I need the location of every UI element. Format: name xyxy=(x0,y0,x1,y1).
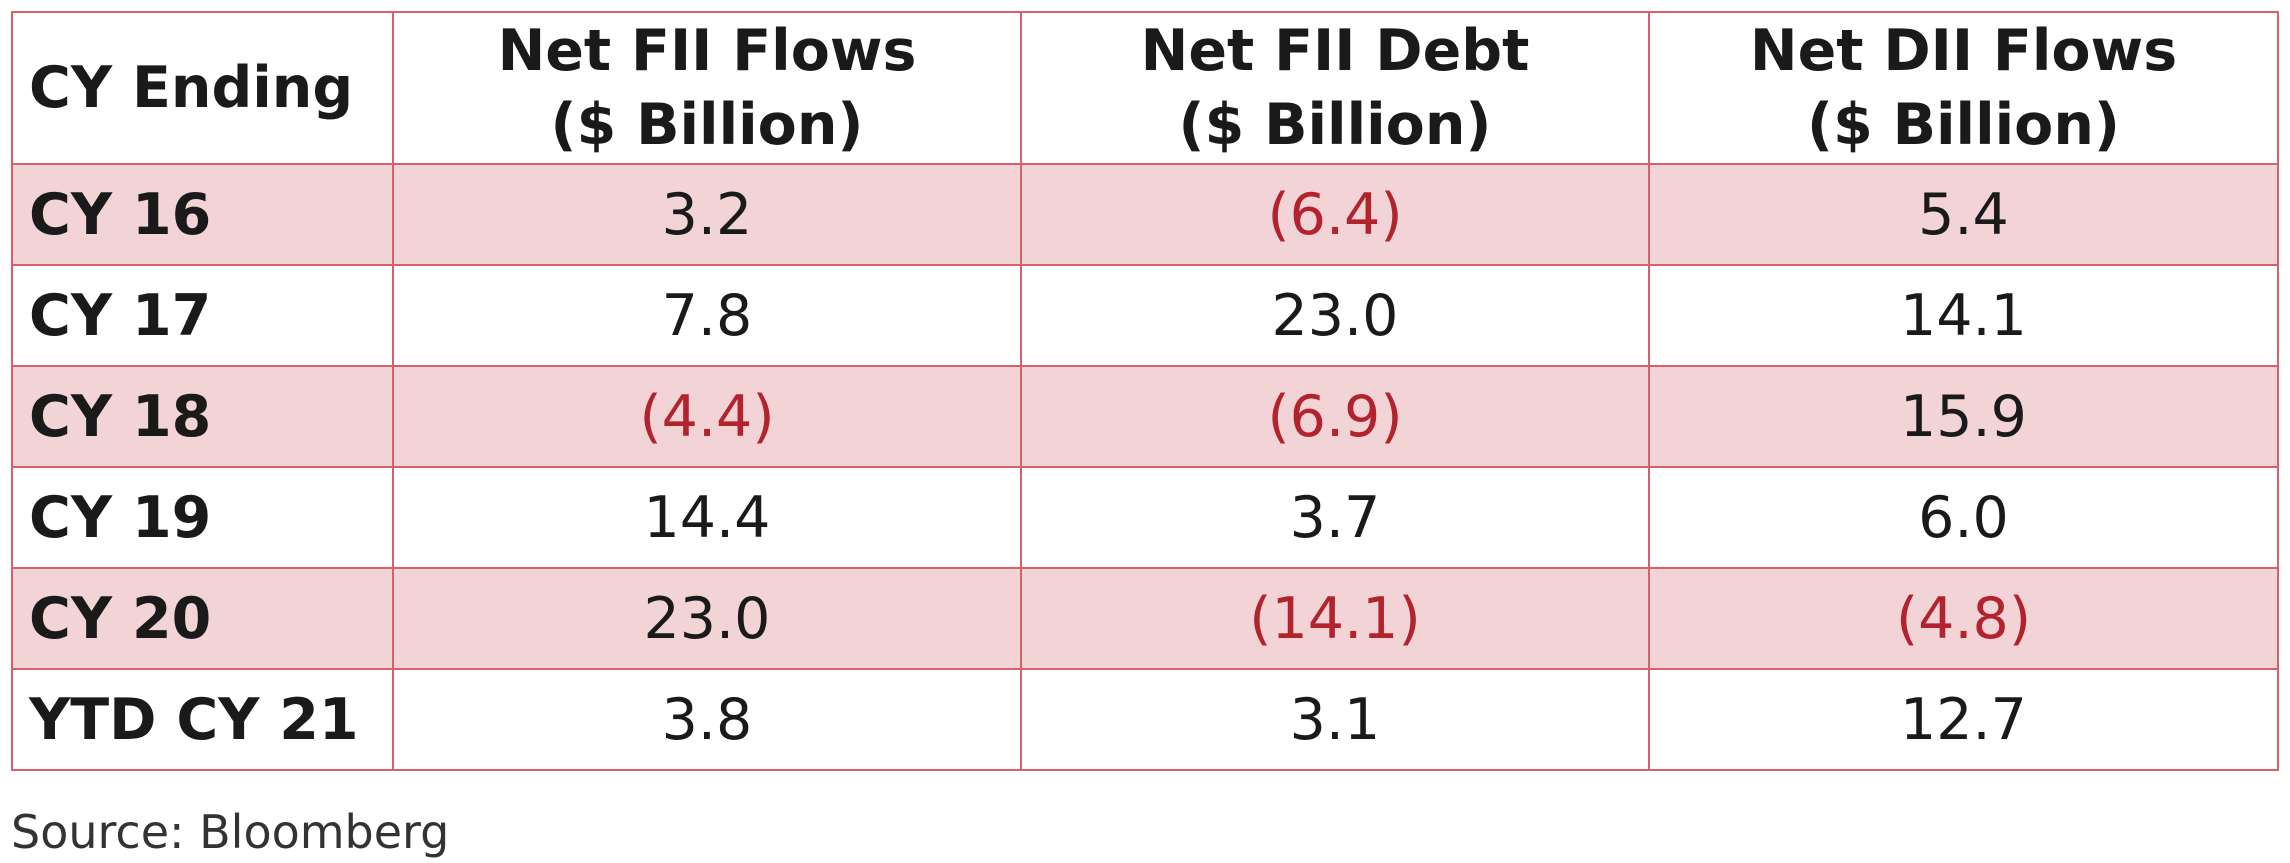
row-label: CY 17 xyxy=(11,264,394,367)
cell-net-fii-flows: 3.2 xyxy=(392,163,1022,266)
row-label: YTD CY 21 xyxy=(11,668,394,771)
header-label: Net FII Flows xyxy=(497,18,917,84)
header-label: Net FII Debt xyxy=(1140,18,1530,84)
header-net-dii-flows: Net DII Flows ($ Billion) xyxy=(1648,11,2279,165)
header-label: CY Ending xyxy=(29,55,354,121)
row-label: CY 19 xyxy=(11,466,394,569)
cell-net-fii-flows: 3.8 xyxy=(392,668,1022,771)
header-unit: ($ Billion) xyxy=(550,92,864,158)
cell-net-fii-flows: (4.4) xyxy=(392,365,1022,468)
header-row: CY Ending Net FII Flows ($ Billion) Net … xyxy=(11,11,2279,165)
header-net-fii-debt: Net FII Debt ($ Billion) xyxy=(1020,11,1650,165)
flows-table-container: CY Ending Net FII Flows ($ Billion) Net … xyxy=(11,11,2279,771)
header-cy-ending: CY Ending xyxy=(11,11,394,165)
cell-net-fii-debt: 3.1 xyxy=(1020,668,1650,771)
cell-net-dii-flows: 6.0 xyxy=(1648,466,2279,569)
header-unit: ($ Billion) xyxy=(1178,92,1492,158)
row-label: CY 16 xyxy=(11,163,394,266)
header-unit: ($ Billion) xyxy=(1807,92,2120,158)
cell-net-dii-flows: 12.7 xyxy=(1648,668,2279,771)
table-row: CY 16 3.2 (6.4) 5.4 xyxy=(11,163,2279,266)
cell-net-fii-debt: 3.7 xyxy=(1020,466,1650,569)
cell-net-dii-flows: (4.8) xyxy=(1648,567,2279,670)
source-note: Source: Bloomberg xyxy=(11,805,450,859)
cell-net-dii-flows: 14.1 xyxy=(1648,264,2279,367)
cell-net-fii-debt: (6.4) xyxy=(1020,163,1650,266)
cell-net-fii-debt: (14.1) xyxy=(1020,567,1650,670)
cell-net-dii-flows: 15.9 xyxy=(1648,365,2279,468)
table-row: CY 20 23.0 (14.1) (4.8) xyxy=(11,567,2279,670)
table-row: CY 18 (4.4) (6.9) 15.9 xyxy=(11,365,2279,468)
cell-net-fii-flows: 14.4 xyxy=(392,466,1022,569)
row-label: CY 18 xyxy=(11,365,394,468)
header-net-fii-flows: Net FII Flows ($ Billion) xyxy=(392,11,1022,165)
table-row: CY 19 14.4 3.7 6.0 xyxy=(11,466,2279,569)
flows-table: CY Ending Net FII Flows ($ Billion) Net … xyxy=(11,11,2279,771)
table-row: YTD CY 21 3.8 3.1 12.7 xyxy=(11,668,2279,771)
cell-net-fii-flows: 23.0 xyxy=(392,567,1022,670)
cell-net-fii-debt: (6.9) xyxy=(1020,365,1650,468)
cell-net-fii-flows: 7.8 xyxy=(392,264,1022,367)
header-label: Net DII Flows xyxy=(1749,18,2178,84)
cell-net-dii-flows: 5.4 xyxy=(1648,163,2279,266)
row-label: CY 20 xyxy=(11,567,394,670)
cell-net-fii-debt: 23.0 xyxy=(1020,264,1650,367)
table-row: CY 17 7.8 23.0 14.1 xyxy=(11,264,2279,367)
